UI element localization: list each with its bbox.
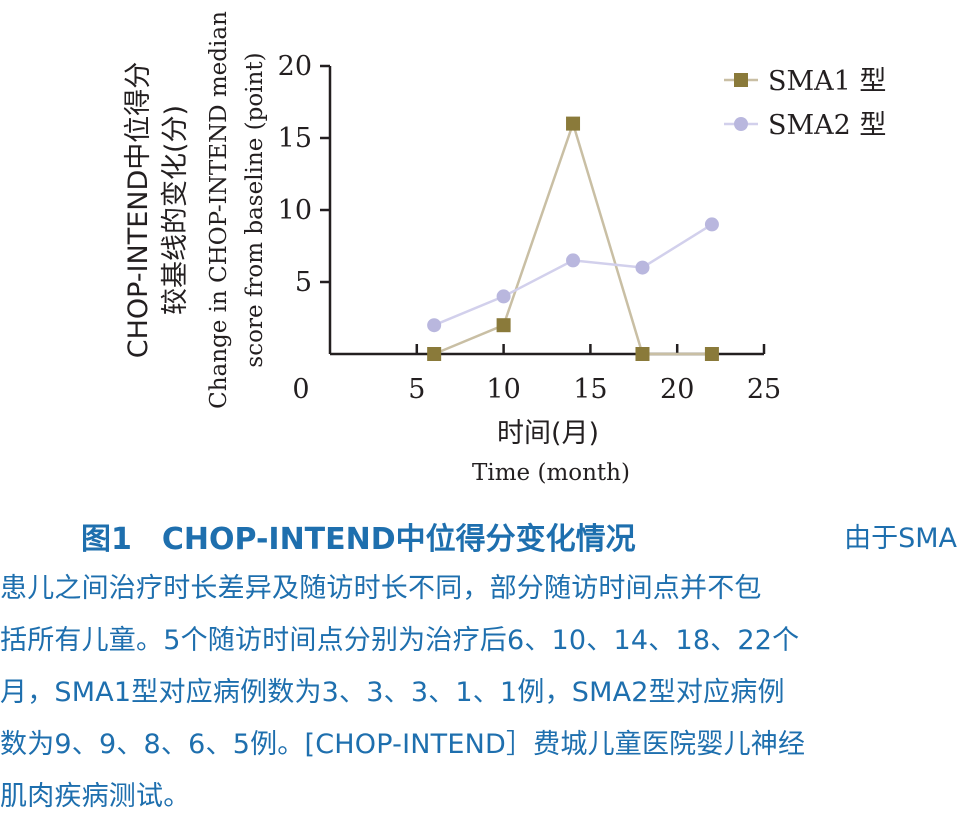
data-point-sma1 — [704, 347, 719, 361]
x-tick-label: 5 — [408, 374, 425, 405]
y-tick-label: 5 — [295, 267, 312, 298]
origin-label: 0 — [292, 374, 309, 405]
legend-label-sma2: SMA2 型 — [768, 110, 886, 141]
x-tick-label: 10 — [486, 374, 520, 405]
x-tick-label: 25 — [747, 374, 781, 405]
y-axis-title-cn-2: 较基线的变化(分) — [160, 105, 191, 315]
data-point-sma2 — [566, 253, 581, 268]
chart: CHOP-INTEND中位得分 较基线的变化(分) Change in CHOP… — [123, 11, 886, 486]
x-axis-title-cn: 时间(月) — [497, 418, 599, 449]
y-axis-title-en-1: Change in CHOP-INTEND median — [206, 11, 232, 409]
data-point-sma1 — [496, 318, 511, 333]
x-tick-label: 20 — [660, 374, 694, 405]
data-point-sma1 — [635, 347, 650, 361]
caption-title: 图1 CHOP-INTEND中位得分变化情况 — [81, 522, 636, 557]
data-point-sma1 — [566, 116, 581, 131]
legend: SMA1 型 SMA2 型 — [724, 66, 886, 141]
caption-line: 括所有儿童。5个随访时间点分别为治疗后6、10、14、18、22个 — [0, 625, 800, 656]
y-axis-title-en-2: score from baseline (point) — [242, 52, 268, 367]
x-axis-title-en: Time (month) — [472, 460, 630, 486]
caption-lead: 由于SMA — [844, 523, 957, 554]
y-axis-title-cn-1: CHOP-INTEND中位得分 — [123, 62, 154, 359]
data-point-sma2 — [427, 318, 442, 333]
y-tick-label: 15 — [278, 123, 312, 154]
data-point-sma2 — [704, 217, 719, 232]
series-line-1 — [433, 119, 712, 356]
x-tick-label: 15 — [573, 374, 607, 405]
caption-line: 患儿之间治疗时长差异及随访时长不同，部分随访时间点并不包 — [0, 573, 762, 604]
y-tick-label: 10 — [278, 195, 312, 226]
series-line-2 — [433, 223, 713, 327]
legend-marker-sma1 — [734, 73, 748, 87]
legend-label-sma1: SMA1 型 — [768, 66, 886, 97]
caption-line: 数为9、9、8、6、5例。[CHOP-INTEND］费城儿童医院婴儿神经 — [0, 729, 806, 760]
legend-marker-sma2 — [734, 117, 748, 131]
y-tick-label: 20 — [278, 51, 312, 82]
figure-caption: 图1 CHOP-INTEND中位得分变化情况 由于SMA 患儿之间治疗时长差异及… — [0, 508, 961, 828]
caption-line: 月，SMA1型对应病例数为3、3、3、1、1例，SMA2型对应病例 — [0, 677, 785, 708]
data-point-sma2 — [635, 260, 650, 275]
data-point-sma2 — [496, 289, 511, 304]
caption-line: 肌肉疾病测试。 — [0, 781, 191, 812]
data-point-sma1 — [427, 347, 442, 361]
